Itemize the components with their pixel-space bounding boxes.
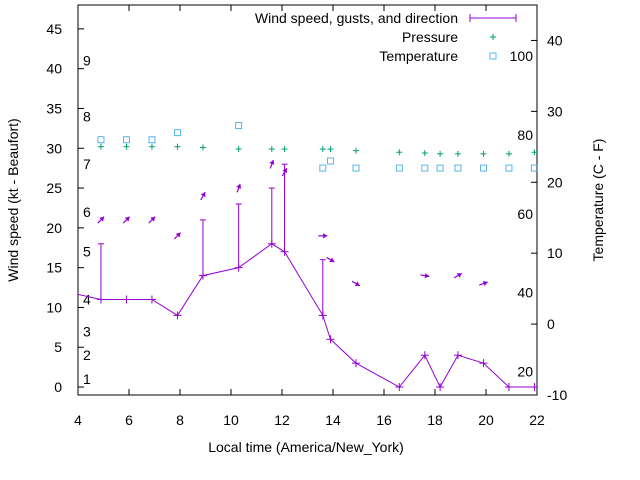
series-pressure <box>97 143 538 157</box>
wind-direction-arrowhead <box>124 216 130 222</box>
temperature-point <box>395 164 403 172</box>
x-tick-label: 22 <box>529 412 545 428</box>
x-tick-label: 4 <box>74 412 82 428</box>
legend-swatch-temperature <box>489 52 497 60</box>
temperature-point <box>148 136 156 144</box>
wind-line <box>78 243 535 389</box>
x-axis-title: Local time (America/New_York) <box>208 439 404 455</box>
plot-frame <box>77 4 538 396</box>
wind-direction-arrowhead <box>99 216 105 222</box>
wind-direction-arrowhead <box>150 216 156 222</box>
y-axis-right-title: Temperature (C - F) <box>590 139 606 262</box>
temperature-point <box>173 129 181 137</box>
temperature-point <box>436 164 444 172</box>
wind-direction-arrowhead <box>354 281 360 287</box>
series-wind <box>63 159 537 392</box>
y-left-tick-label: 10 <box>46 299 62 315</box>
temperature-point <box>421 164 429 172</box>
y-left-tick-label: 5 <box>54 339 62 355</box>
x-tick-label: 10 <box>223 412 239 428</box>
beaufort-label: 9 <box>83 53 91 69</box>
wind-direction-arrowhead <box>323 233 328 239</box>
legend-entry: Temperature <box>379 48 458 64</box>
y-left-tick-label: 25 <box>46 180 62 196</box>
x-tick-label: 20 <box>478 412 494 428</box>
y-left-tick-label: 15 <box>46 260 62 276</box>
y-left-tick-label: 45 <box>46 21 62 37</box>
plot-border <box>77 4 538 396</box>
wind-direction-arrowhead <box>269 159 275 165</box>
y-right-tick-label: 0 <box>547 316 555 332</box>
y-left-tick-label: 40 <box>46 61 62 77</box>
x-tick-label: 14 <box>325 412 341 428</box>
temperature-point <box>479 164 487 172</box>
temperature-point <box>530 164 538 172</box>
y-left-tick-label: 30 <box>46 140 62 156</box>
x-tick-label: 6 <box>125 412 133 428</box>
legend: Wind speed, gusts, and direction Pressure… <box>255 10 517 64</box>
wind-direction-arrowhead <box>424 273 430 279</box>
wind-direction-arrowhead <box>456 273 462 278</box>
wind-direction-arrowhead <box>236 183 242 189</box>
legend-entry: Pressure <box>402 29 458 45</box>
y-left-tick-label: 20 <box>46 220 62 236</box>
series-temperature <box>97 122 538 172</box>
fahrenheit-label: 100 <box>510 48 534 64</box>
beaufort-label: 3 <box>83 323 91 339</box>
y-right-tick-label: 40 <box>547 32 563 48</box>
beaufort-label: 8 <box>83 108 91 124</box>
y-right-tick-label: 30 <box>547 103 563 119</box>
fahrenheit-label: 20 <box>517 363 533 379</box>
wind-direction-arrowhead <box>329 257 335 263</box>
wind-direction-arrowhead <box>63 207 68 211</box>
wind-direction-arrowhead <box>482 280 488 286</box>
y-right-tick-label: 10 <box>547 245 563 261</box>
beaufort-labels: 1 2 3 4 5 6 7 8 9 <box>83 53 91 387</box>
x-axis: 4 6 8 10 12 14 16 18 20 22 <box>74 5 545 428</box>
temperature-point <box>454 164 462 172</box>
x-tick-label: 16 <box>376 412 392 428</box>
temperature-point <box>122 136 130 144</box>
y-axis-left-title: Wind speed (kt - Beaufort) <box>5 118 21 281</box>
y-right-tick-label: 20 <box>547 174 563 190</box>
y-right-tick-label: -10 <box>547 387 567 403</box>
fahrenheit-label: 60 <box>517 206 533 222</box>
wind-direction-arrowhead <box>200 192 206 198</box>
beaufort-label: 7 <box>83 156 91 172</box>
y-axis-left: 0 5 10 15 20 25 30 35 40 45 <box>46 21 84 395</box>
wind-direction-arrowhead <box>282 168 288 174</box>
y-left-tick-label: 0 <box>54 379 62 395</box>
beaufort-label: 2 <box>83 347 91 363</box>
beaufort-label: 1 <box>83 371 91 387</box>
fahrenheit-label: 80 <box>517 127 533 143</box>
temperature-point <box>505 164 513 172</box>
x-tick-label: 18 <box>427 412 443 428</box>
temperature-point <box>235 122 243 130</box>
beaufort-label: 6 <box>83 204 91 220</box>
temperature-point <box>352 164 360 172</box>
y-left-tick-label: 35 <box>46 100 62 116</box>
beaufort-label: 4 <box>83 291 91 307</box>
x-tick-label: 8 <box>176 412 184 428</box>
legend-entry: Wind speed, gusts, and direction <box>255 10 458 26</box>
temperature-point <box>319 164 327 172</box>
temperature-point <box>326 157 334 165</box>
wind-direction-arrowhead <box>175 232 181 238</box>
fahrenheit-label: 40 <box>517 285 533 301</box>
beaufort-label: 5 <box>83 244 91 260</box>
temperature-point <box>97 136 105 144</box>
x-tick-label: 12 <box>274 412 290 428</box>
fahrenheit-labels: 20 40 60 80 100 <box>510 48 534 379</box>
y-axis-right: -10 0 10 20 30 40 <box>531 32 567 403</box>
